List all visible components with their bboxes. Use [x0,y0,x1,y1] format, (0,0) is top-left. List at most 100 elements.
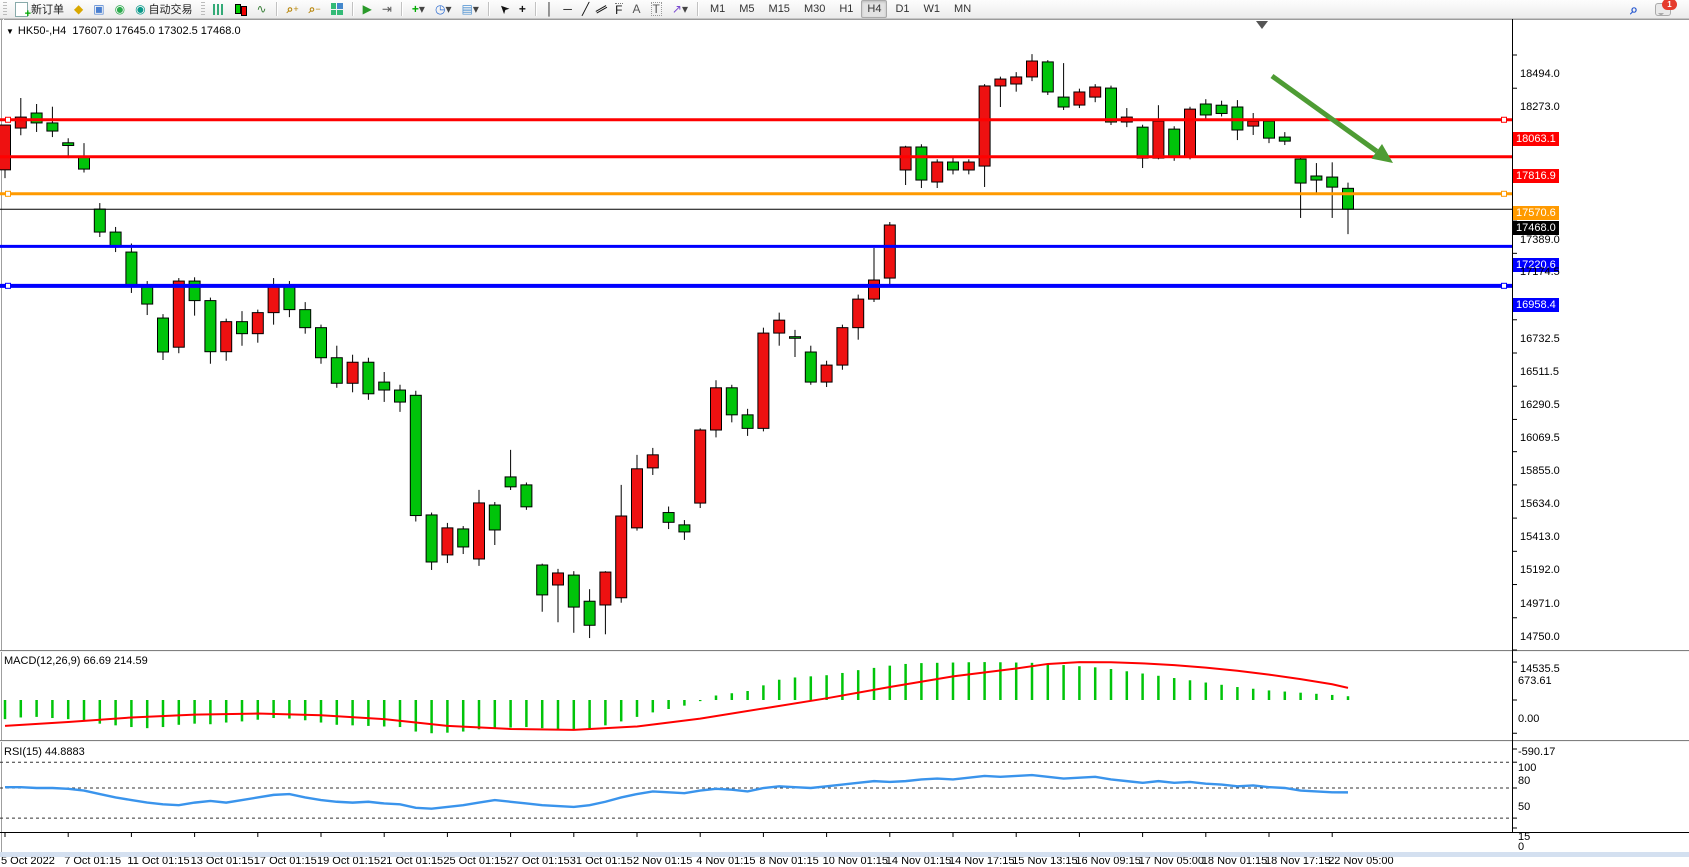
signals-button[interactable]: ◉ [111,0,129,18]
rsi-axis-tick: 15 [1518,831,1531,844]
timeframe-m30-button[interactable]: M30 [803,3,826,15]
price-line-label-17570.6[interactable]: 17570.6 [1513,205,1559,220]
channel-icon: ∥ [594,2,610,16]
chevron-down-icon: ▾ [445,2,452,16]
price-axis-tick: 14750.0 [1520,630,1560,643]
cursor-icon: ➤ [495,0,513,18]
price-line-label-18063.1[interactable]: 18063.1 [1513,131,1559,146]
price-axis-tick: 14535.5 [1520,663,1560,675]
macd-indicator-label: MACD(12,26,9) 66.69 214.59 [4,655,148,667]
arrows-tool-button[interactable]: ↗ ▾ [668,0,692,18]
timeframe-m1-button[interactable]: M1 [709,3,726,15]
trendline-tool-button[interactable]: ╱ [578,0,593,18]
trend-arrow-annotation[interactable] [1270,73,1393,163]
new-order-button[interactable]: + 新订单 [11,0,68,20]
timeframe-m5-button[interactable]: M5 [739,3,755,15]
price-axis-tick: 16069.5 [1520,432,1560,445]
toolbar-drag-handle[interactable] [3,2,7,16]
cursor-tool-button[interactable]: ➤ [495,0,513,18]
price-line-label-17816.9[interactable]: 17816.9 [1513,168,1559,183]
price-axis-tick: 16290.5 [1520,399,1560,412]
chart-window[interactable]: ▼ HK50-,H4 17607.0 17645.0 17302.5 17468.… [0,19,1689,867]
chat-bubble-icon: 1 [1655,0,1677,16]
templates-button[interactable]: ▤ ▾ [457,0,482,18]
rsi-axis-tick: 100 [1518,762,1537,774]
bar-chart-icon [212,3,225,15]
candlestick-chart-button[interactable] [231,0,251,18]
arrows-icon: ↗ [671,2,682,16]
tile-windows-button[interactable] [327,0,347,18]
price-axis-tick: 17389.0 [1520,234,1560,247]
auto-scroll-button[interactable]: ▶ [359,0,376,18]
hline-17570.6[interactable] [0,190,1512,197]
price-line-label-16958.4[interactable]: 16958.4 [1513,297,1559,312]
channel-tool-button[interactable]: ∥ [594,0,610,18]
text-label-tool-button[interactable]: T [647,0,666,18]
price-axis-tick: 16511.5 [1520,365,1559,378]
timeframe-h1-button[interactable]: H1 [839,3,854,15]
chart-shift-button[interactable]: ⇥ [378,0,396,18]
periods-button[interactable]: ◷ ▾ [431,0,456,18]
bar-chart-button[interactable] [209,0,229,18]
macd-histogram [3,662,1350,734]
timeframe-h4-button[interactable]: H4 [861,0,888,18]
hline-16958.4[interactable] [0,282,1512,289]
search-button[interactable]: ⌕ [1626,0,1642,18]
hline-18063.1[interactable] [0,116,1512,123]
vertical-line-tool-button[interactable]: │ [542,0,558,18]
new-order-icon: + [15,1,31,20]
auto-trading-label: 自动交易 [148,4,193,16]
horizontal-line-tool-button[interactable]: ─ [559,0,576,18]
ohlc-values: 17607.0 17645.0 17302.5 17468.0 [72,25,241,37]
window-icon: ▣ [93,2,105,16]
price-axis-tick: 15855.0 [1520,464,1560,477]
macd-axis-tick: 0.00 [1518,713,1540,725]
text-icon: A [632,2,641,16]
price-axis-tick: 18273.0 [1520,101,1560,114]
macd-axis-tick: 673.61 [1518,675,1552,688]
macd-axis-tick: -590.17 [1518,746,1556,759]
chart-shift-marker[interactable] [1256,21,1268,29]
crosshair-icon: + [518,2,526,16]
zoom-out-button[interactable]: ⌕ − [305,0,325,18]
new-order-label: 新订单 [31,4,64,16]
ohlc-info-line[interactable]: ▼ HK50-,H4 17607.0 17645.0 17302.5 17468.… [6,25,241,37]
signal-icon: ◉ [114,2,126,16]
line-chart-button[interactable]: ∿ [253,0,271,18]
price-axis-tick: 17174.5 [1520,266,1560,279]
chevron-down-icon: ▾ [472,2,479,16]
chart-canvas[interactable] [0,19,1689,857]
text-tool-button[interactable]: A [629,0,645,18]
collapse-triangle-icon[interactable]: ▼ [6,27,14,36]
plus-icon: + [293,4,299,14]
indicators-button[interactable]: + ▾ [408,0,429,18]
timeframe-d1-button[interactable]: D1 [895,3,910,15]
indicators-icon: + [411,2,419,16]
crosshair-tool-button[interactable]: + [515,0,530,18]
auto-trading-button[interactable]: ◉ 自动交易 [131,0,196,18]
market-watch-button[interactable]: ◆ [70,0,87,18]
notification-badge: 1 [1662,0,1677,10]
new-chart-button[interactable]: ▣ [89,0,108,18]
timeframe-w1-button[interactable]: W1 [923,3,941,15]
main-toolbar: + 新订单 ◆ ▣ ◉ ◉ 自动交易 ∿ ⌕ + ⌕ [0,0,1689,20]
tag-icon: ◆ [74,2,84,16]
auto-trading-icon: ◉ [135,2,146,16]
vertical-line-icon: │ [545,2,554,16]
zoom-in-icon: ⌕ [286,2,294,16]
rsi-axis-tick: 0 [1518,841,1525,853]
rsi-indicator-label: RSI(15) 44.8883 [4,746,85,758]
notifications-button[interactable]: 1 [1651,0,1677,18]
timeframe-mn-button[interactable]: MN [954,3,972,15]
search-icon: ⌕ [1630,1,1638,17]
fibonacci-icon: F [615,2,623,17]
zoom-in-button[interactable]: ⌕ + [283,0,303,18]
toolbar-drag-handle[interactable] [200,2,205,16]
trendline-icon: ╱ [581,2,590,16]
fibonacci-tool-button[interactable]: F [611,0,626,18]
price-line-label-17220.6[interactable]: 17220.6 [1513,258,1559,273]
timeframe-m15-button[interactable]: M15 [768,3,790,15]
price-axis-tick: 18494.0 [1520,68,1560,80]
current-price-label[interactable]: 17468.0 [1513,221,1559,236]
